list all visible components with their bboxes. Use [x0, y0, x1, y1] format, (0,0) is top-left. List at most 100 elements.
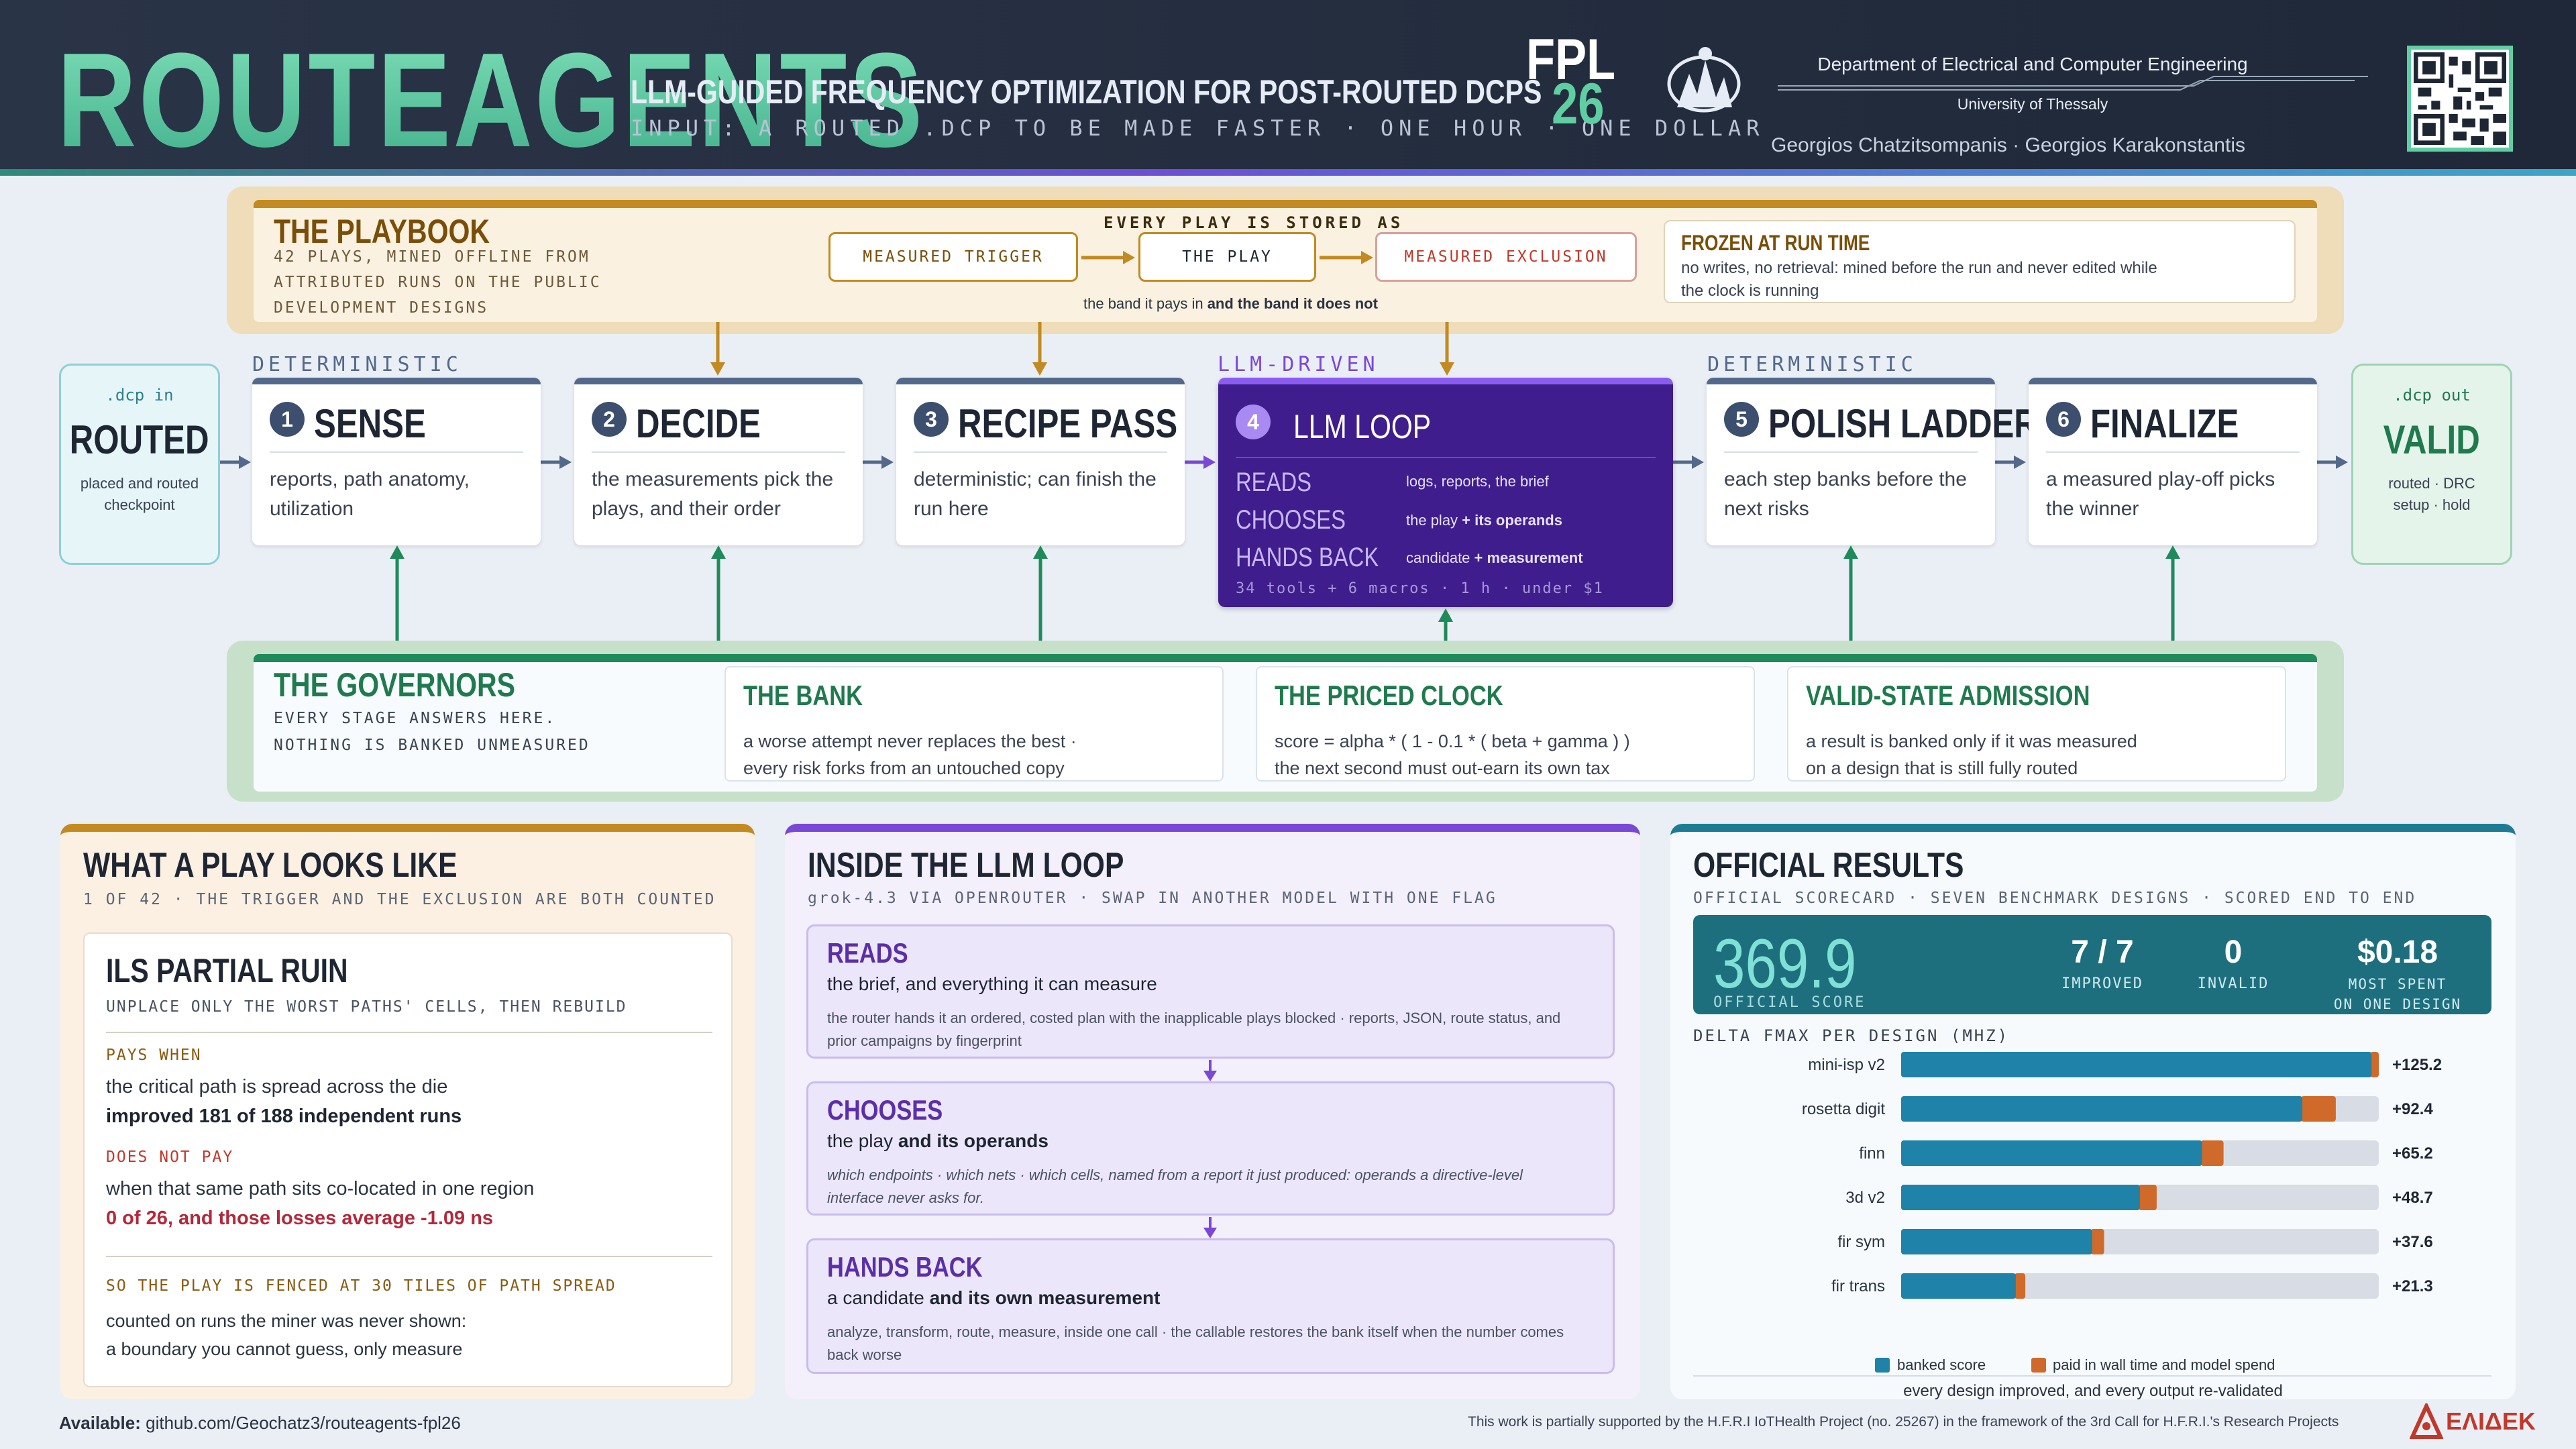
governor-desc-line: every risk forks from an untouched copy — [743, 758, 1065, 778]
llm-driven-label: LLM-DRIVEN — [1218, 353, 1379, 376]
scorecard: 369.9 OFFICIAL SCORE 7 / 7 IMPROVED 0 IN… — [1693, 915, 2491, 1014]
llm-hands-back-label: HANDS BACK — [1236, 543, 1379, 572]
measured-exclusion-pill: MEASURED EXCLUSION — [1375, 232, 1637, 282]
arrow-up-icon — [390, 545, 405, 654]
most-spent-label: MOST SPENT ON ONE DESIGN — [2324, 974, 2471, 1014]
governor-title: VALID-STATE ADMISSION — [1806, 680, 2090, 711]
bar-category-label: mini-isp v2 — [1808, 1056, 1885, 1074]
university-name: University of Thessaly — [1957, 95, 2108, 113]
stage-number: 4 — [1236, 405, 1271, 439]
circuit-line-decoration — [1778, 76, 2368, 91]
input-line: INPUT: A ROUTED .DCP TO BE MADE FASTER ·… — [631, 115, 1765, 141]
elidek-logo-text: ΕΛΙΔΕΚ — [2446, 1407, 2536, 1435]
bar-category-label: 3d v2 — [1845, 1189, 1885, 1207]
arrow-down-icon — [1440, 322, 1454, 376]
llm-chooses-desc-a: the play — [1406, 512, 1462, 529]
arrow-right-icon — [1995, 455, 2026, 469]
loop-desc-line: interface never asks for. — [827, 1189, 984, 1206]
arrow-right-icon — [1673, 455, 1704, 469]
legend-paid: paid in wall time and model spend — [2053, 1356, 2275, 1373]
stage-number: 5 — [1724, 402, 1759, 437]
legend-banked: banked score — [1897, 1356, 1986, 1373]
bar-paid — [2139, 1185, 2157, 1210]
governor-desc: a worse attempt never replaces the best … — [743, 728, 1077, 782]
stage-name: FINALIZE — [2090, 401, 2239, 446]
measured-trigger-pill: MEASURED TRIGGER — [828, 232, 1078, 282]
governor-desc-line: a result is banked only if it was measur… — [1806, 731, 2137, 751]
does-not-pay-label: DOES NOT PAY — [106, 1148, 234, 1166]
arrow-down-icon — [710, 322, 725, 376]
results-panel: OFFICIAL RESULTS OFFICIAL SCORECARD · SE… — [1670, 824, 2516, 1400]
the-play-label: THE PLAY — [1182, 248, 1273, 266]
repo-link[interactable]: github.com/Geochatz3/routeagents-fpl26 — [146, 1413, 461, 1433]
llm-chooses-label: CHOOSES — [1236, 505, 1346, 535]
loop-desc-line: analyze, transform, route, measure, insi… — [827, 1324, 1564, 1340]
governors-desc-1: EVERY STAGE ANSWERS HERE. — [274, 710, 557, 727]
governor-desc-line: a worse attempt never replaces the best … — [743, 731, 1077, 751]
arrow-right-icon — [541, 455, 572, 469]
stage-name: RECIPE PASS — [958, 401, 1178, 446]
stage-desc: each step banks before the next risks — [1724, 468, 1967, 520]
dcp-in-box: .dcp in ROUTED placed and routed checkpo… — [59, 364, 220, 565]
loop-reads-box: READS the brief, and everything it can m… — [806, 924, 1615, 1059]
bar-banked — [1901, 1273, 2016, 1299]
app-title: ROUTEAGENTS — [57, 23, 924, 178]
deterministic-label-right: DETERMINISTIC — [1707, 353, 1917, 376]
dcp-in-desc: placed and routed checkpoint — [80, 475, 199, 513]
governors-title: THE GOVERNORS — [274, 666, 515, 704]
loop-desc-line: which endpoints · which nets · which cel… — [827, 1167, 1523, 1183]
bar-category-label: fir trans — [1831, 1277, 1885, 1295]
improved-label: IMPROVED — [2061, 975, 2143, 992]
governor-desc: score = alpha * ( 1 - 0.1 * ( beta + gam… — [1275, 728, 1630, 782]
llm-chooses-desc-b: + its operands — [1462, 512, 1562, 529]
arrow-right-icon — [1081, 251, 1135, 264]
llm-footer: 34 tools + 6 macros · 1 h · under $1 — [1236, 580, 1604, 597]
loop-hands-summary-a: a candidate — [827, 1287, 930, 1308]
official-score-label: OFFICIAL SCORE — [1713, 994, 1866, 1011]
measured-exclusion-label: MEASURED EXCLUSION — [1404, 248, 1608, 266]
governor-title: THE PRICED CLOCK — [1275, 680, 1503, 711]
loop-chooses-desc: which endpoints · which nets · which cel… — [827, 1164, 1599, 1210]
stage-desc: deterministic; can finish the run here — [914, 468, 1157, 520]
department-name: Department of Electrical and Computer En… — [1817, 54, 2248, 74]
llm-hands-desc-b: + measurement — [1474, 549, 1583, 566]
bar-value-label: +21.3 — [2392, 1277, 2433, 1295]
arrow-down-icon — [1203, 1217, 1217, 1238]
loop-hands-summary-b: and its own measurement — [929, 1287, 1161, 1308]
poster-subtitle: LLM-GUIDED FREQUENCY OPTIMIZATION FOR PO… — [631, 73, 1542, 111]
llm-reads-label: READS — [1236, 468, 1312, 497]
stage-number: 1 — [270, 402, 305, 437]
llm-loop-panel: INSIDE THE LLM LOOP grok-4.3 VIA OPENROU… — [785, 824, 1640, 1399]
loop-chooses-title: CHOOSES — [827, 1094, 943, 1126]
bar-banked — [1901, 1052, 2372, 1077]
bar-banked — [1901, 1185, 2140, 1210]
loop-hands-back-summary: a candidate and its own measurement — [827, 1287, 1160, 1309]
stage-desc: the measurements pick the plays, and the… — [592, 468, 834, 520]
arrow-down-icon — [1203, 1060, 1217, 1081]
dcp-in-tag: .dcp in — [105, 386, 174, 405]
playbook-desc-1: 42 PLAYS, MINED OFFLINE FROM — [274, 248, 590, 266]
loop-desc-line: back worse — [827, 1346, 902, 1363]
elidek-logo: ΕΛΙΔΕΚ — [2410, 1402, 2536, 1442]
frozen-line-2: the clock is running — [1681, 282, 1819, 300]
loop-hands-back-title: HANDS BACK — [827, 1251, 983, 1283]
bar-banked — [1901, 1229, 2092, 1254]
band-note: the band it pays in and the band it does… — [1083, 295, 1378, 313]
play-card: ILS PARTIAL RUIN UNPLACE ONLY THE WORST … — [83, 932, 733, 1387]
qr-code-icon[interactable] — [2407, 46, 2513, 152]
delta-fmax-chart: mini-isp v2 +125.2 rosetta digit +92.4 finn +… — [1802, 1052, 2442, 1299]
stage-number: 6 — [2046, 402, 2081, 437]
invalid-label: INVALID — [2197, 975, 2269, 992]
governor-desc-line: score = alpha * ( 1 - 0.1 * ( beta + gam… — [1275, 731, 1630, 751]
loop-chooses-summary-a: the play — [827, 1130, 898, 1151]
availability-line: Available: github.com/Geochatz3/routeage… — [59, 1413, 461, 1434]
dcp-out-box: .dcp out VALID routed · DRC setup · hold — [2351, 364, 2512, 565]
results-footer: every design improved, and every output … — [1903, 1382, 2283, 1400]
governors-desc-2: NOTHING IS BANKED UNMEASURED — [274, 737, 590, 754]
loop-reads-desc: the router hands it an ordered, costed p… — [827, 1007, 1599, 1053]
bar-value-label: +65.2 — [2392, 1144, 2433, 1163]
llm-chooses-desc: the play + its operands — [1406, 512, 1562, 529]
most-spent-label-2: ON ONE DESIGN — [2333, 996, 2462, 1012]
governor-desc-line: on a design that is still fully routed — [1806, 758, 2078, 778]
loop-chooses-summary: the play and its operands — [827, 1130, 1049, 1152]
